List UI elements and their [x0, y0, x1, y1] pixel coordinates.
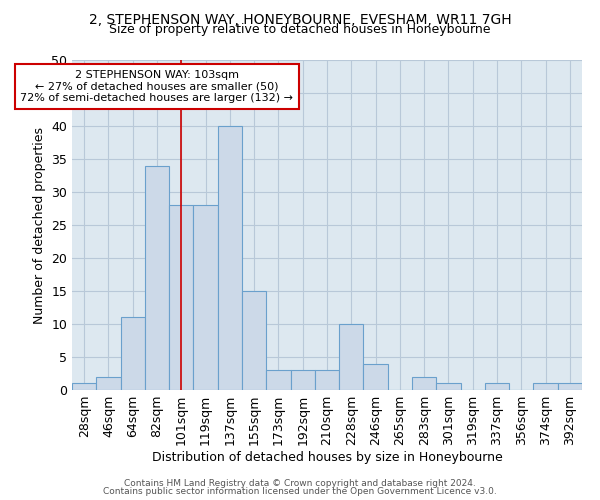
Bar	[266, 370, 290, 390]
Bar	[121, 318, 145, 390]
Bar	[315, 370, 339, 390]
Bar	[339, 324, 364, 390]
Bar	[533, 384, 558, 390]
Text: 2 STEPHENSON WAY: 103sqm
← 27% of detached houses are smaller (50)
72% of semi-d: 2 STEPHENSON WAY: 103sqm ← 27% of detach…	[20, 70, 293, 103]
Bar	[72, 384, 96, 390]
Bar	[290, 370, 315, 390]
Bar	[558, 384, 582, 390]
Bar	[193, 205, 218, 390]
Bar	[218, 126, 242, 390]
Text: Contains HM Land Registry data © Crown copyright and database right 2024.: Contains HM Land Registry data © Crown c…	[124, 478, 476, 488]
Bar	[242, 291, 266, 390]
Bar	[364, 364, 388, 390]
Bar	[485, 384, 509, 390]
Bar	[169, 205, 193, 390]
Bar	[412, 377, 436, 390]
Text: Contains public sector information licensed under the Open Government Licence v3: Contains public sector information licen…	[103, 487, 497, 496]
Bar	[436, 384, 461, 390]
Text: Size of property relative to detached houses in Honeybourne: Size of property relative to detached ho…	[109, 22, 491, 36]
Y-axis label: Number of detached properties: Number of detached properties	[32, 126, 46, 324]
Text: 2, STEPHENSON WAY, HONEYBOURNE, EVESHAM, WR11 7GH: 2, STEPHENSON WAY, HONEYBOURNE, EVESHAM,…	[89, 12, 511, 26]
X-axis label: Distribution of detached houses by size in Honeybourne: Distribution of detached houses by size …	[152, 451, 502, 464]
Bar	[96, 377, 121, 390]
Bar	[145, 166, 169, 390]
